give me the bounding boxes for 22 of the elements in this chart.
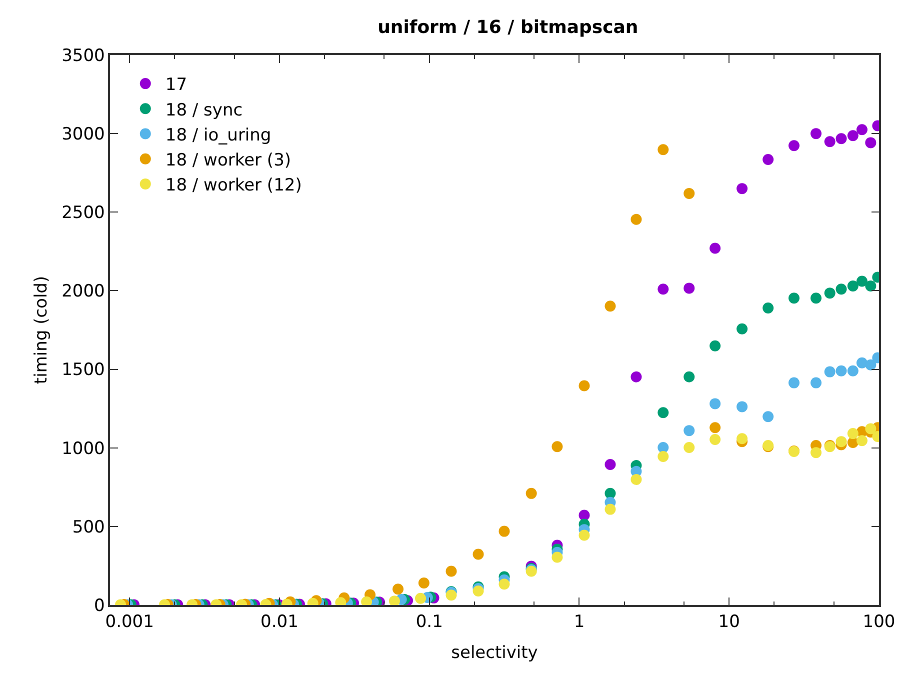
y-tick-label: 500 xyxy=(72,517,105,538)
legend-label: 18 / sync xyxy=(165,100,243,120)
legend-label: 18 / worker (3) xyxy=(165,150,292,170)
x-tick-label: 1 xyxy=(574,612,585,632)
legend-label: 18 / worker (12) xyxy=(165,176,302,196)
x-tick-label: 10 xyxy=(718,612,740,632)
y-tick-label: 1500 xyxy=(62,360,105,380)
y-tick-label: 2500 xyxy=(62,203,105,224)
y-tick-label: 3000 xyxy=(62,124,105,145)
x-axis-title: selectivity xyxy=(451,643,538,664)
x-tick-label: 0.01 xyxy=(260,612,298,632)
x-tick-label: 100 xyxy=(862,612,896,632)
y-tick-label: 1000 xyxy=(62,438,105,459)
y-axis-title: timing (cold) xyxy=(32,276,52,384)
chart-title: uniform / 16 / bitmapscan xyxy=(378,16,638,38)
y-tick-label: 3500 xyxy=(62,46,105,66)
legend-label: 18 / io_uring xyxy=(165,125,272,146)
x-tick-label: 0.1 xyxy=(416,612,443,632)
y-tick-label: 0 xyxy=(94,596,105,616)
y-tick-label: 2000 xyxy=(62,282,105,302)
legend-label: 17 xyxy=(165,75,188,96)
x-tick-label: 0.001 xyxy=(105,612,154,632)
